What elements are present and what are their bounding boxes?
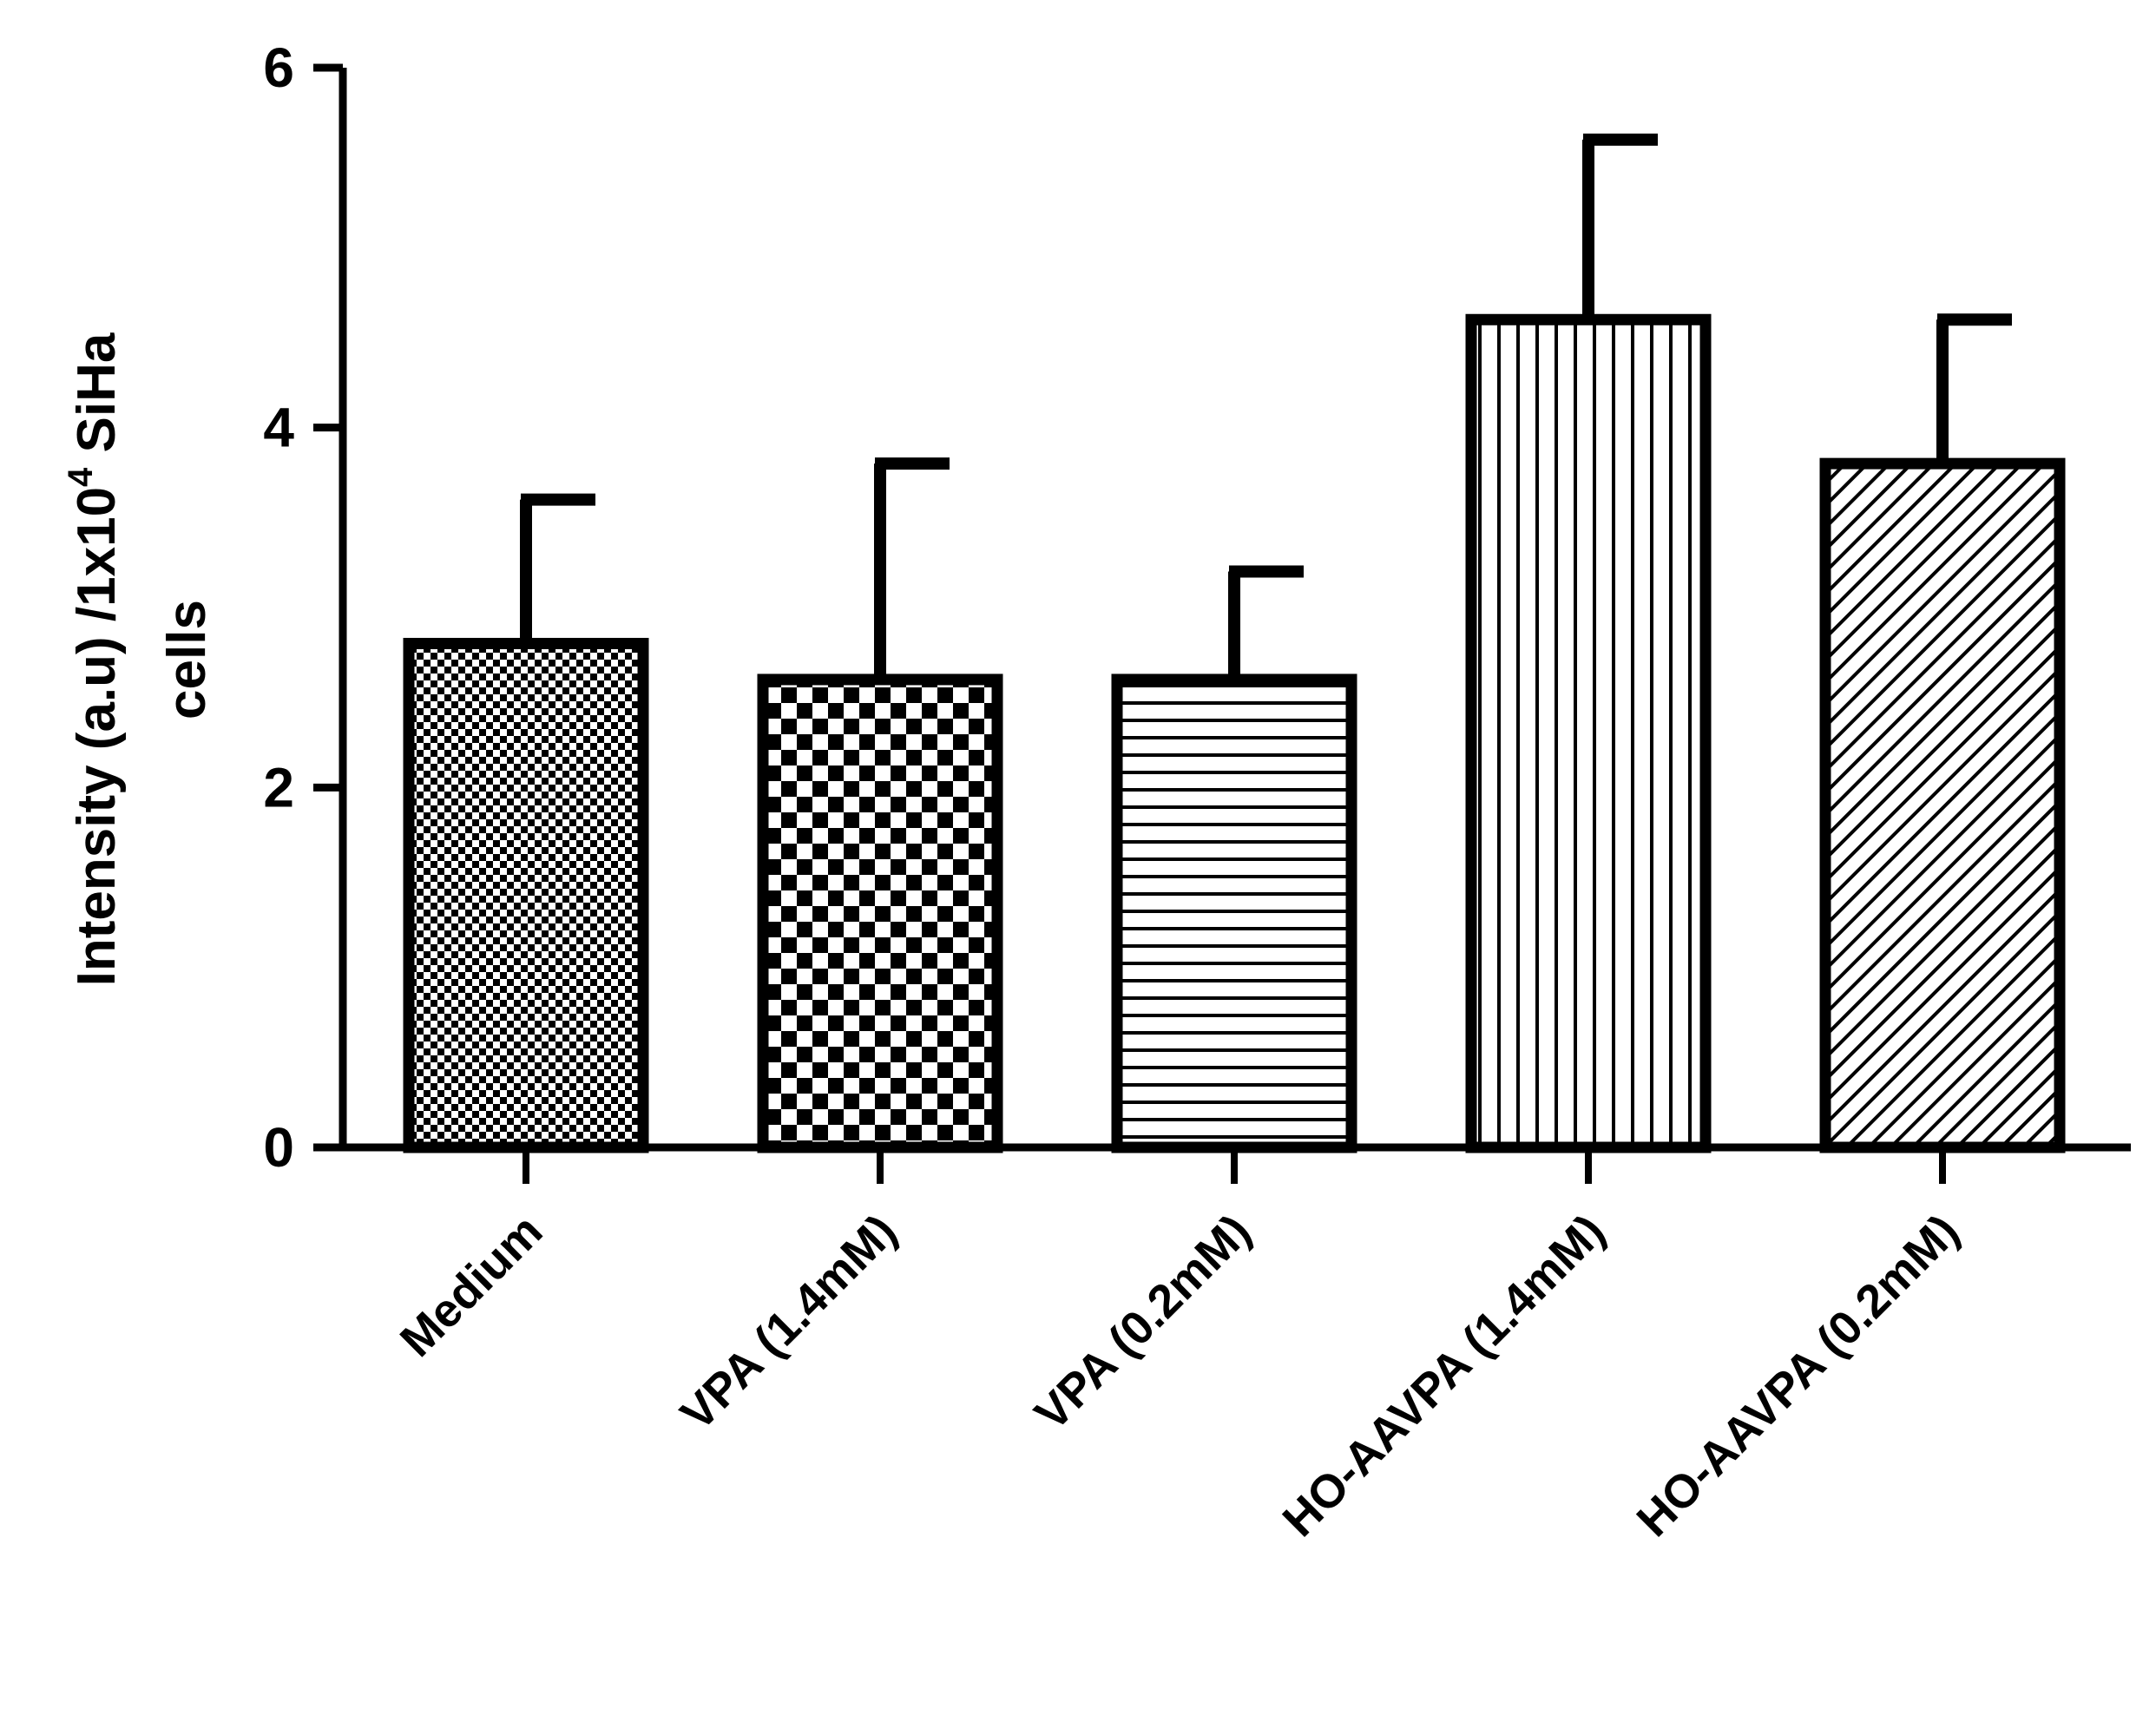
bar	[403, 637, 649, 1153]
y-tick-label: 6	[263, 36, 294, 99]
y-axis-label: Intensity (a.u) /1x104 SiHa cells	[62, 332, 217, 986]
y-axis-label-superscript: 4	[62, 467, 100, 487]
bar	[757, 674, 1003, 1153]
y-axis-label-line2: cells	[157, 600, 217, 720]
y-tick-label: 0	[263, 1116, 294, 1179]
svg-text:Intensity (a.u) /1x104 SiHa: Intensity (a.u) /1x104 SiHa	[62, 332, 127, 986]
x-tick-label: HO-AAVPA (1.4mM)	[1273, 1205, 1615, 1547]
y-axis-label-line1-prefix: Intensity (a.u) /1x10	[67, 487, 127, 986]
bar	[1465, 313, 1712, 1153]
x-tick-label: VPA (0.2mM)	[1025, 1205, 1261, 1441]
y-axis-label-line1-suffix: SiHa	[67, 332, 127, 468]
bar	[1111, 674, 1357, 1153]
y-tick-label: 2	[263, 756, 294, 818]
y-tick-label: 4	[263, 397, 294, 459]
bar	[1819, 457, 2066, 1153]
x-tick-label: VPA (1.4mM)	[671, 1205, 907, 1441]
x-tick-label: Medium	[391, 1205, 553, 1367]
x-tick-label: HO-AAVPA (0.2mM)	[1627, 1205, 1969, 1547]
